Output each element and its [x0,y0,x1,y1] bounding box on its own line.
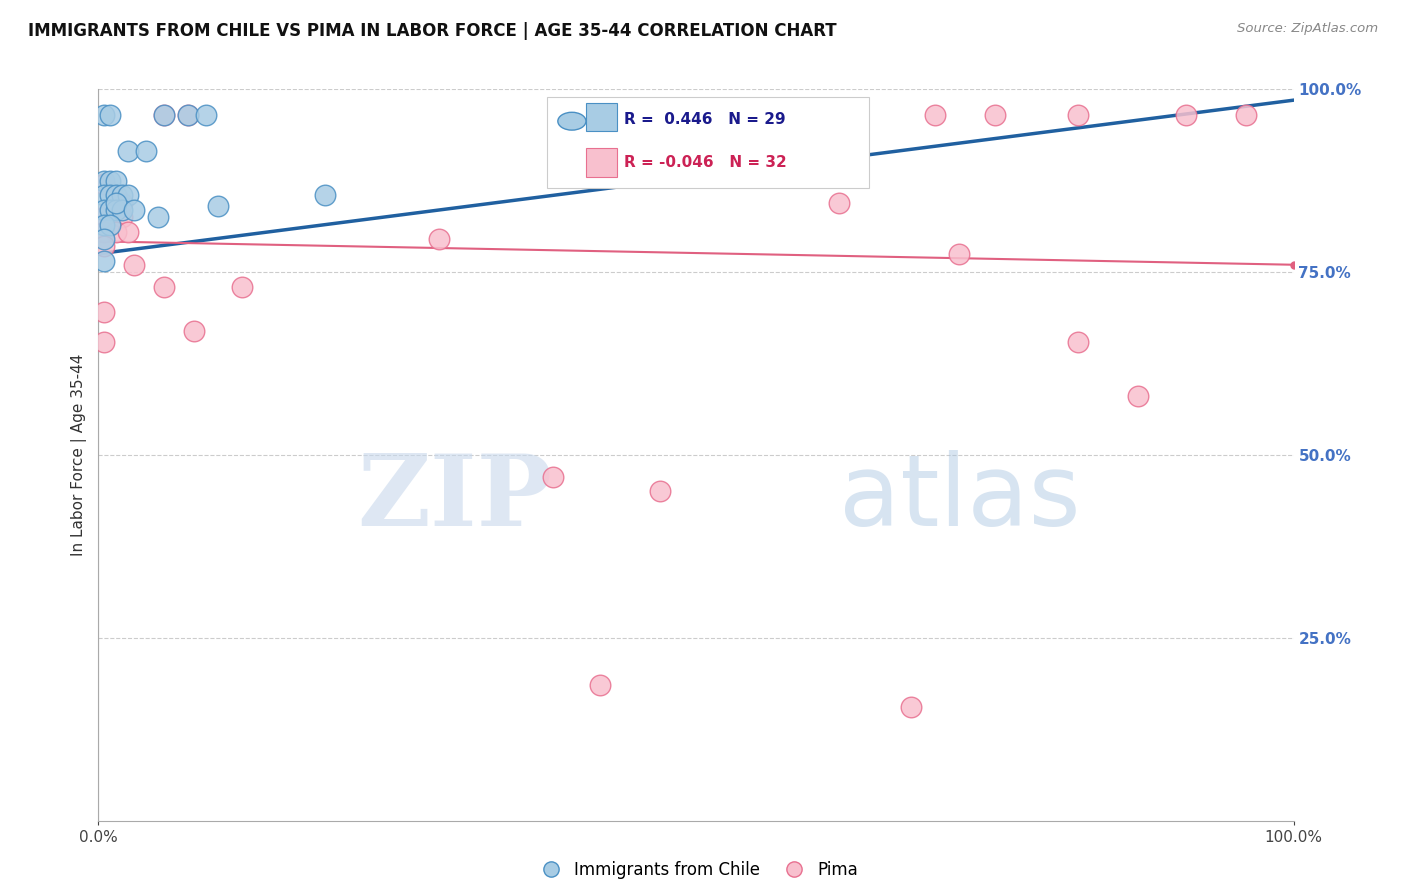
Point [924,108,946,122]
Point [207,199,229,213]
Point [541,470,564,484]
Point [589,678,612,692]
Point [984,108,1007,122]
Point [117,145,139,159]
Point [93,178,115,192]
Point [105,195,128,210]
Point [148,211,170,225]
Point [828,195,851,210]
Text: ZIP: ZIP [357,450,553,548]
Point [427,232,450,246]
Text: R =  0.446   N = 29: R = 0.446 N = 29 [624,112,786,127]
Point [105,188,128,202]
Point [948,246,970,260]
Point [93,188,115,202]
Point [93,225,115,239]
Point [98,173,122,188]
Point [93,305,115,319]
Point [153,279,176,293]
Point [124,258,146,272]
Point [105,202,128,217]
Point [105,225,128,239]
Point [98,202,122,217]
Point [98,188,122,202]
Point [93,211,115,225]
Point [841,108,863,122]
Point [900,700,922,714]
Point [117,188,139,202]
Point [93,239,115,253]
Point [111,202,134,217]
Y-axis label: In Labor Force | Age 35-44: In Labor Force | Age 35-44 [72,354,87,556]
Point [177,108,200,122]
Point [111,195,134,210]
Point [153,108,176,122]
Point [98,218,122,232]
Point [153,108,176,122]
Point [177,108,200,122]
Point [231,279,253,293]
Point [124,202,146,217]
Point [1128,389,1150,403]
Point [93,232,115,246]
Point [315,188,337,202]
Point [111,211,134,225]
Text: atlas: atlas [839,450,1081,548]
Point [135,145,157,159]
Point [183,324,205,338]
Point [1175,108,1198,122]
Point [98,108,122,122]
Point [93,108,115,122]
Point [93,173,115,188]
Legend: Immigrants from Chile, Pima: Immigrants from Chile, Pima [527,855,865,886]
Point [194,108,218,122]
Point [117,225,139,239]
Point [105,173,128,188]
Point [93,334,115,349]
Point [648,484,672,499]
Text: R = -0.046   N = 32: R = -0.046 N = 32 [624,155,787,169]
Point [93,218,115,232]
Text: Source: ZipAtlas.com: Source: ZipAtlas.com [1237,22,1378,36]
Point [93,202,115,217]
Text: IMMIGRANTS FROM CHILE VS PIMA IN LABOR FORCE | AGE 35-44 CORRELATION CHART: IMMIGRANTS FROM CHILE VS PIMA IN LABOR F… [28,22,837,40]
Point [1067,108,1090,122]
Point [93,254,115,268]
Point [111,188,134,202]
Point [1067,334,1090,349]
Point [1234,108,1257,122]
